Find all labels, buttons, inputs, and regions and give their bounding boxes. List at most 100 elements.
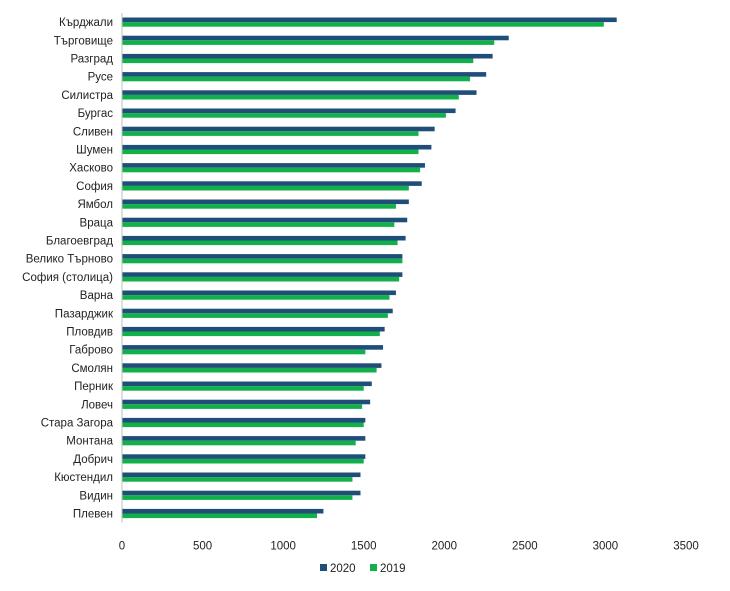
bar-2020 — [122, 254, 403, 259]
bar-2020 — [122, 235, 406, 241]
bar-2020 — [122, 35, 509, 41]
category-label: Пловдив — [66, 327, 113, 339]
bar-2019 — [122, 240, 398, 246]
category-label: Сливен — [73, 126, 113, 138]
bar-2019 — [122, 167, 421, 173]
category-label: Силистра — [61, 90, 113, 102]
bar-2019 — [122, 313, 388, 318]
category-label: Шумен — [76, 145, 113, 157]
bar-2019 — [122, 331, 380, 337]
bar-2019 — [122, 422, 364, 428]
bar-2020 — [122, 126, 435, 132]
category-label: Враца — [80, 217, 114, 229]
category-label: Кърджали — [59, 17, 113, 29]
bar-2019 — [122, 386, 364, 391]
bar-2020 — [122, 363, 382, 368]
bar-2019 — [122, 404, 363, 409]
bar-2020 — [122, 72, 487, 77]
category-label: Кюстендил — [54, 472, 113, 484]
bar-2019 — [122, 113, 446, 118]
bar-2020 — [122, 345, 384, 350]
x-tick-label: 2500 — [512, 541, 538, 553]
bar-2020 — [122, 290, 396, 296]
category-label: Русе — [88, 72, 113, 84]
bar-2020 — [122, 199, 409, 205]
category-label: Габрово — [69, 345, 113, 357]
bar-2019 — [122, 276, 400, 282]
x-tick-label: 0 — [119, 541, 125, 553]
category-label: Монтана — [66, 436, 113, 448]
legend-swatch-2020 — [320, 564, 327, 571]
category-label: Хасково — [69, 163, 113, 175]
legend-label-2019: 2019 — [380, 563, 406, 575]
bar-2020 — [122, 436, 366, 441]
bar-2019 — [122, 477, 353, 482]
bar-2020 — [122, 454, 366, 459]
bar-2019 — [122, 367, 377, 373]
bar-2019 — [122, 349, 366, 355]
bar-2020 — [122, 217, 408, 223]
category-label: Варна — [80, 290, 114, 302]
category-label: Стара Загора — [41, 418, 114, 430]
x-tick-label: 1500 — [351, 541, 377, 553]
category-label: Смолян — [71, 363, 113, 375]
x-tick-label: 3000 — [593, 541, 619, 553]
bar-2020 — [122, 417, 366, 423]
bar-2019 — [122, 185, 409, 191]
category-label: Добрич — [73, 454, 113, 466]
bar-2020 — [122, 144, 432, 150]
category-label: Плевен — [73, 509, 113, 521]
bar-2020 — [122, 490, 361, 496]
bar-2020 — [122, 17, 617, 23]
bar-2019 — [122, 131, 419, 136]
bar-2020 — [122, 472, 361, 478]
bar-2020 — [122, 53, 493, 59]
bar-2019 — [122, 495, 353, 500]
bar-2020 — [122, 381, 372, 387]
category-label: Видин — [79, 490, 113, 502]
bars-layer — [122, 17, 617, 519]
x-tick-label: 2000 — [431, 541, 457, 553]
category-label: Ямбол — [77, 199, 113, 211]
category-label: Велико Търново — [26, 254, 113, 266]
bar-2020 — [122, 163, 425, 168]
bar-2020 — [122, 108, 456, 114]
category-label: Пазарджик — [55, 308, 114, 320]
bar-2020 — [122, 308, 393, 314]
bar-2019 — [122, 295, 390, 300]
category-label: Бургас — [78, 108, 114, 120]
bar-2019 — [122, 58, 474, 64]
legend: 2020 2019 — [320, 563, 406, 575]
bar-2020 — [122, 508, 324, 514]
category-label: Перник — [74, 381, 114, 393]
bar-2019 — [122, 222, 395, 227]
bar-2019 — [122, 440, 356, 446]
bar-2019 — [122, 258, 403, 264]
category-label: София — [76, 181, 113, 193]
legend-swatch-2019 — [370, 564, 377, 571]
bar-2020 — [122, 181, 422, 186]
bar-2020 — [122, 90, 477, 95]
category-labels: Кърджали Търговище Разград Русе Силистра Бург… — [22, 17, 114, 520]
bar-2019 — [122, 458, 364, 464]
bar-2020 — [122, 326, 385, 332]
bar-2019 — [122, 40, 495, 45]
x-tick-label: 500 — [193, 541, 212, 553]
bar-2019 — [122, 149, 419, 155]
category-label: Търговище — [54, 35, 113, 47]
bar-2020 — [122, 272, 403, 277]
bar-2019 — [122, 204, 396, 209]
x-tick-label: 3500 — [673, 541, 699, 553]
category-label: Ловеч — [81, 399, 113, 411]
category-label: София (столица) — [22, 272, 113, 284]
category-label: Благоевград — [46, 236, 113, 248]
category-label: Разград — [70, 54, 113, 66]
x-axis-ticks: 0 500 1000 1500 2000 2500 3000 3500 — [119, 541, 699, 553]
bar-2019 — [122, 513, 317, 519]
x-tick-label: 1000 — [270, 541, 296, 553]
bar-2019 — [122, 76, 471, 82]
bar-2020 — [122, 399, 371, 405]
bar-2019 — [122, 22, 604, 27]
